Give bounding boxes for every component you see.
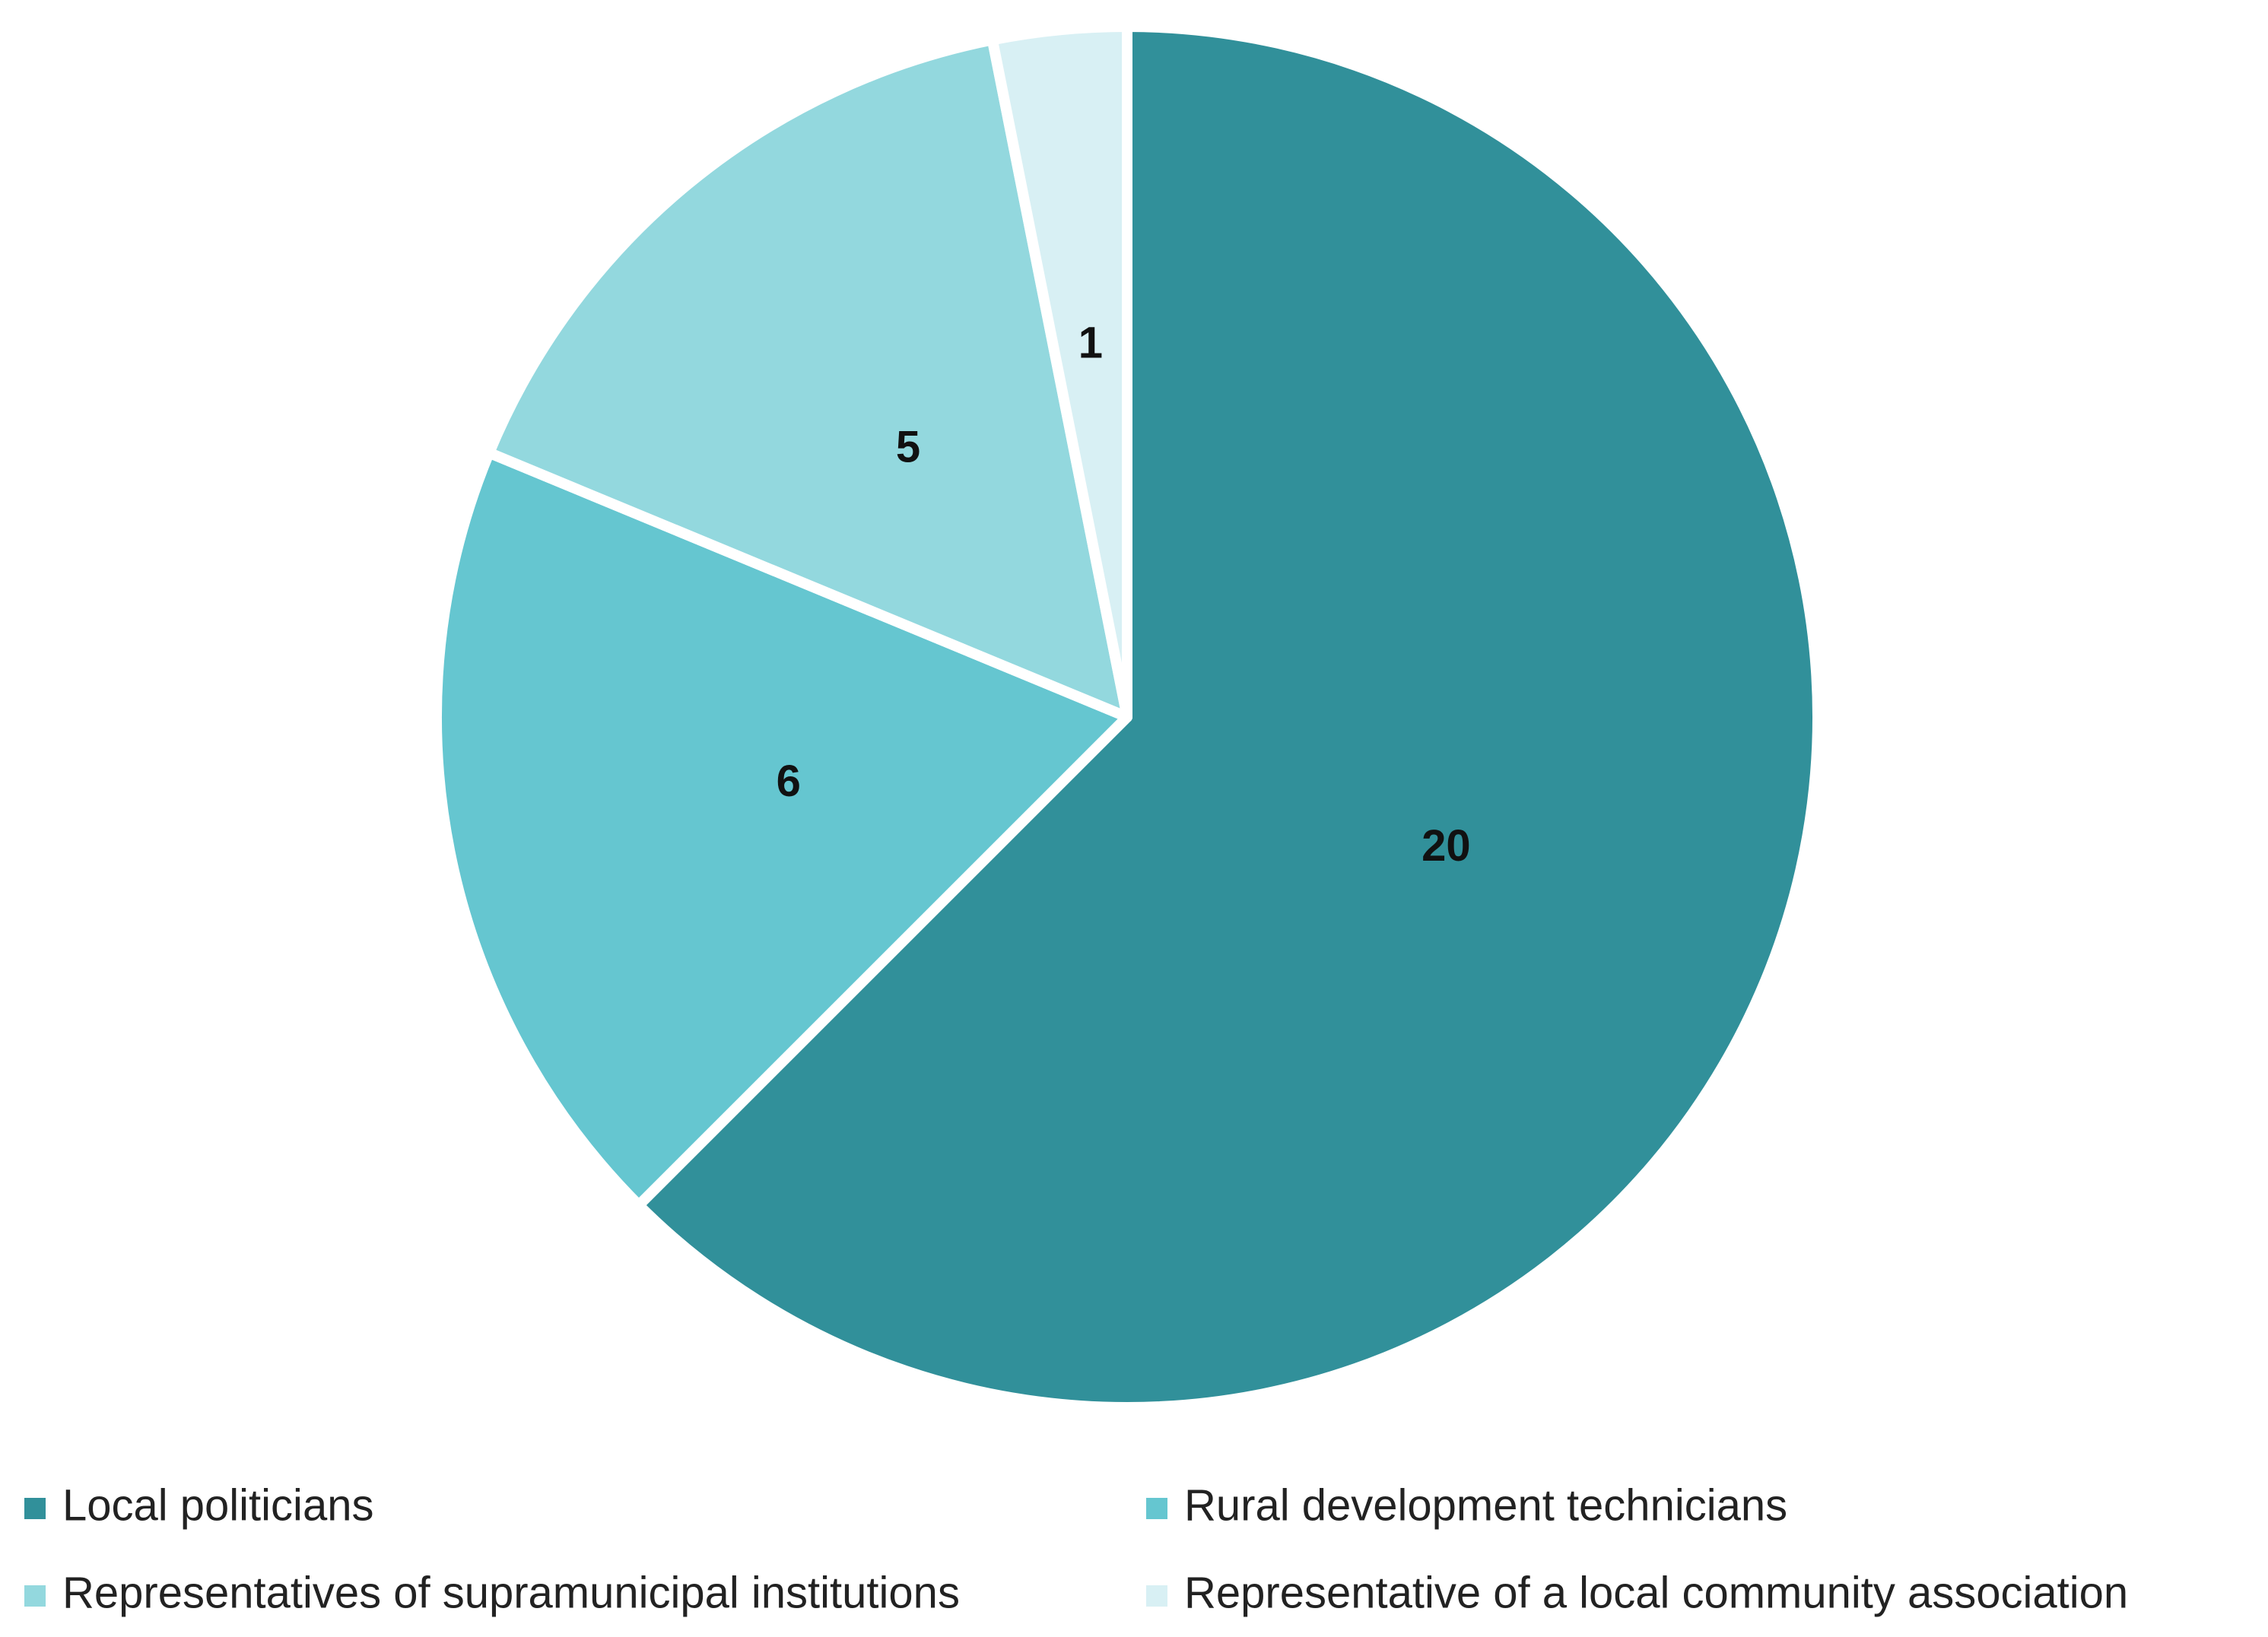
legend-swatch [1146, 1498, 1167, 1519]
legend-label: Representative of a local community asso… [1184, 1568, 2128, 1617]
data-label: 5 [896, 422, 920, 471]
legend-swatch [24, 1585, 46, 1607]
data-label: 20 [1421, 821, 1471, 871]
legend-swatch [1146, 1585, 1167, 1607]
legend-label: Local politicians [62, 1480, 373, 1530]
pie-slice [484, 34, 1132, 722]
legend-swatch [24, 1498, 46, 1519]
pie-slice [431, 447, 1132, 1211]
data-label: 1 [1078, 318, 1103, 367]
data-label: 6 [777, 757, 801, 806]
legend-label: Rural development technicians [1184, 1480, 1787, 1530]
pie-slice [633, 21, 1823, 1413]
legend-label: Representatives of supramunicipal instit… [62, 1568, 960, 1617]
pie-slice [986, 21, 1132, 722]
